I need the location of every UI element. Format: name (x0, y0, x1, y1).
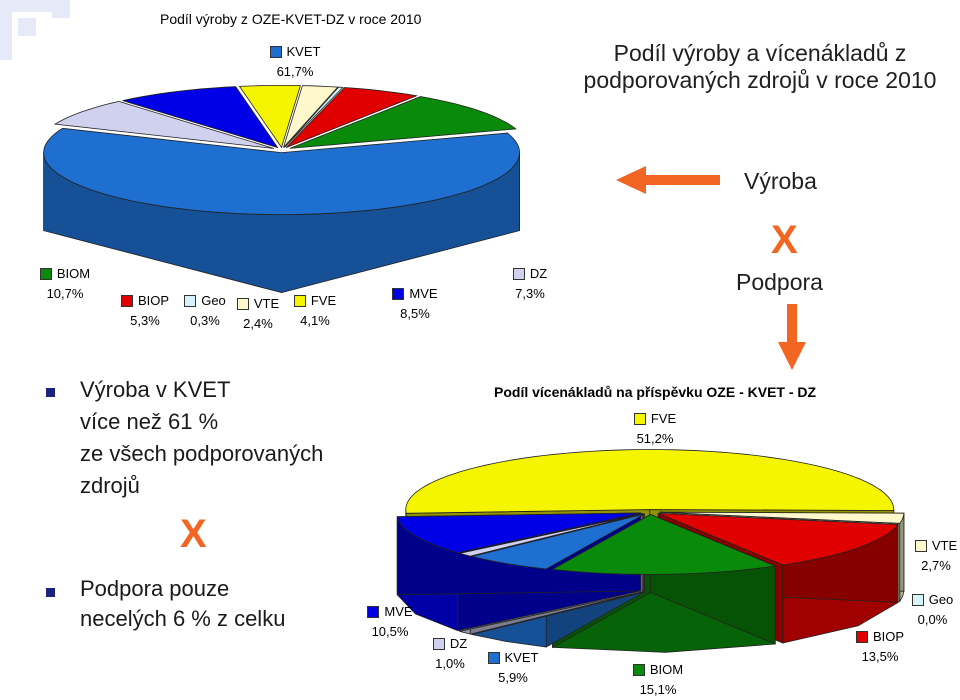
legend-swatch (634, 413, 646, 425)
legend-biop-2: BIOP 13,5% (840, 627, 920, 667)
legend-name: BIOM (650, 660, 683, 680)
legend-value: 51,2% (620, 429, 690, 449)
legend-mve-2: MVE 10,5% (355, 602, 425, 642)
legend-dz-2: DZ 1,0% (420, 634, 480, 674)
pie-slice-fve (406, 450, 894, 514)
legend-value: 2,7% (912, 556, 960, 576)
legend-swatch (912, 594, 924, 606)
legend-swatch (433, 638, 445, 650)
legend-vte-2: VTE 2,7% (912, 536, 960, 576)
legend-name: DZ (450, 634, 467, 654)
legend-swatch (633, 664, 645, 676)
legend-name: KVET (505, 648, 539, 668)
legend-kvet-2: KVET 5,9% (478, 648, 548, 688)
legend-value: 5,9% (478, 668, 548, 688)
legend-geo-2: Geo 0,0% (905, 590, 960, 630)
legend-name: MVE (384, 602, 412, 622)
legend-value: 1,0% (420, 654, 480, 674)
legend-name: Geo (929, 590, 954, 610)
legend-swatch (488, 652, 500, 664)
legend-swatch (367, 606, 379, 618)
legend-name: VTE (932, 536, 957, 556)
legend-value: 13,5% (840, 647, 920, 667)
legend-value: 15,1% (618, 680, 698, 700)
legend-fve-2: FVE 51,2% (620, 409, 690, 449)
legend-name: FVE (651, 409, 676, 429)
legend-swatch (856, 631, 868, 643)
legend-name: BIOP (873, 627, 904, 647)
legend-value: 10,5% (355, 622, 425, 642)
legend-biom-2: BIOM 15,1% (618, 660, 698, 700)
legend-swatch (915, 540, 927, 552)
